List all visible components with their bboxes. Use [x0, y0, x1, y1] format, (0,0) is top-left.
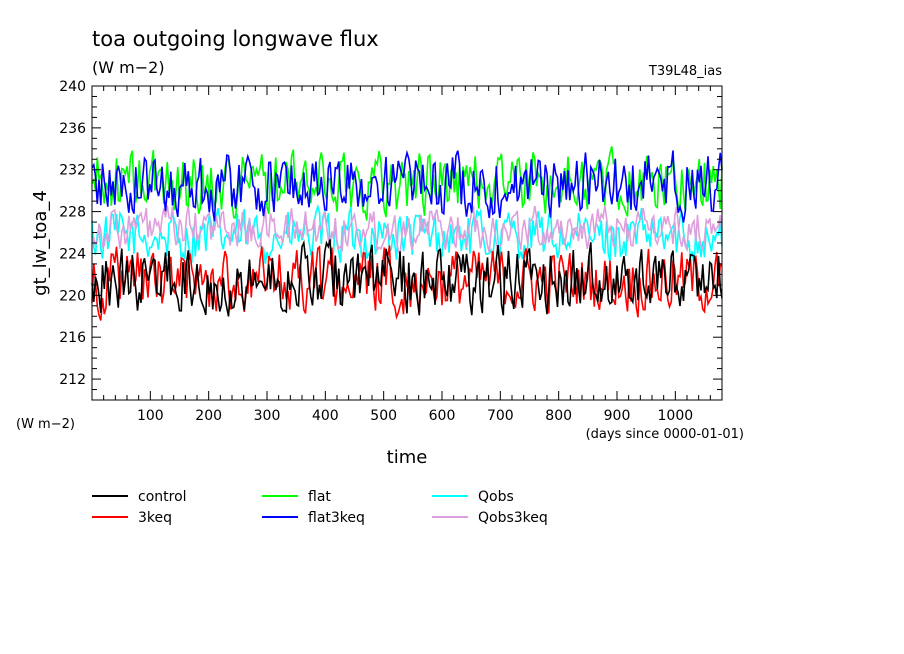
- ticks-layer: 100 200 300 400 500 600 700 800 900 1000 212 216 220…: [59, 79, 722, 424]
- x-axis-label: time: [387, 447, 428, 468]
- y-axis-label: gt_lw_toa_4: [30, 190, 51, 296]
- series-line-flat3keq: [91, 149, 723, 223]
- x-tick-label: 500: [370, 408, 397, 424]
- legend-label-3keq: 3keq: [138, 510, 172, 526]
- y-tick-label: 228: [59, 205, 86, 221]
- chart-title: toa outgoing longwave flux: [92, 27, 379, 51]
- y-units-label: (W m−2): [16, 417, 75, 432]
- run-label: T39L48_ias: [648, 64, 722, 79]
- y-tick-label: 240: [59, 79, 86, 95]
- legend-label-flat3keq: flat3keq: [308, 510, 365, 526]
- y-tick-label: 236: [59, 121, 86, 137]
- plot-frame: [91, 85, 723, 401]
- series-line-qobs3keq: [91, 205, 723, 258]
- x-tick-label: 900: [604, 408, 631, 424]
- legend-label-flat: flat: [308, 489, 331, 505]
- legend-label-qobs: Qobs: [478, 489, 514, 505]
- x-tick-label: 100: [137, 408, 164, 424]
- x-tick-label: 200: [195, 408, 222, 424]
- legend-label-qobs3keq: Qobs3keq: [478, 510, 548, 526]
- chart-units: (W m−2): [92, 58, 165, 77]
- y-tick-label: 216: [59, 330, 86, 346]
- y-tick-label: 232: [59, 163, 86, 179]
- series-layer: [91, 146, 723, 321]
- x-tick-label: 600: [429, 408, 456, 424]
- x-units-label: (days since 0000-01-01): [586, 427, 744, 442]
- x-tick-label: 400: [312, 408, 339, 424]
- x-tick-label: 700: [487, 408, 514, 424]
- legend-label-control: control: [138, 489, 187, 505]
- y-tick-label: 224: [59, 246, 86, 262]
- legend: control 3keq flat flat3keq Qobs Qobs3keq: [92, 489, 548, 526]
- x-tick-label: 800: [545, 408, 572, 424]
- y-tick-label: 220: [59, 288, 86, 304]
- x-tick-label: 300: [254, 408, 281, 424]
- y-tick-label: 212: [59, 372, 86, 388]
- series-line-control: [91, 239, 723, 317]
- x-tick-label: 1000: [658, 408, 694, 424]
